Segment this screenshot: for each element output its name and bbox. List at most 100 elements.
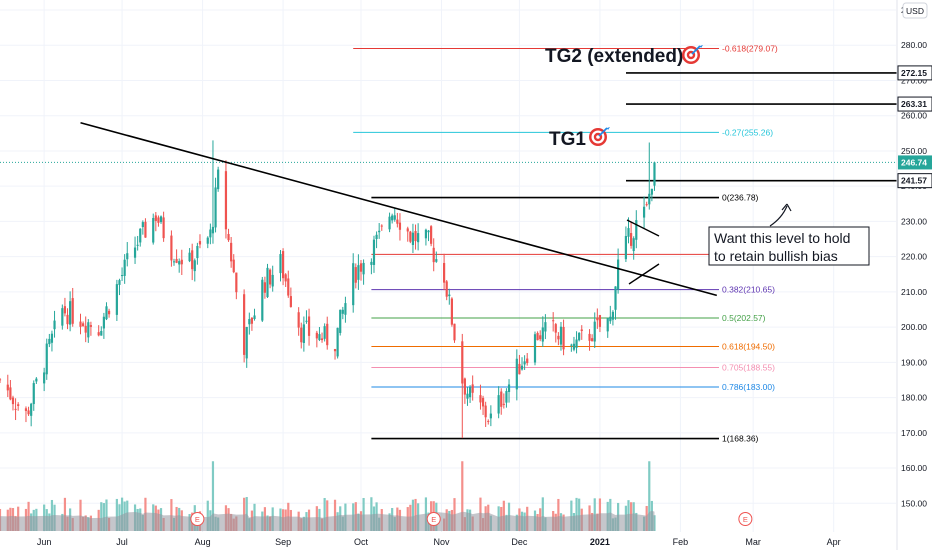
volume-bar xyxy=(414,498,417,531)
candle-body xyxy=(66,314,69,325)
fib-level-label: 0.382(210.65) xyxy=(722,285,775,295)
time-axis[interactable]: Jun Jul Aug Sep Oct Nov Dec 2021 Feb Mar Apr xyxy=(37,537,841,547)
volume-bar xyxy=(79,499,82,531)
fib-level-label: 0.786(183.00) xyxy=(722,382,775,392)
price-marker-box xyxy=(897,173,932,189)
candle-body xyxy=(300,327,303,343)
candle-body xyxy=(642,206,646,218)
currency-badge[interactable]: USD xyxy=(902,2,928,19)
candle-body xyxy=(89,325,92,327)
grid xyxy=(0,0,896,532)
candle-body xyxy=(45,343,48,375)
candle-body xyxy=(170,235,173,261)
price-tick-label: 260.00 xyxy=(901,111,927,121)
fib-level-label: 0.705(188.55) xyxy=(722,362,775,372)
candle-body xyxy=(141,222,144,228)
candle-body xyxy=(193,260,196,272)
earnings-marker-label: E xyxy=(431,515,436,524)
candle-body xyxy=(305,320,308,322)
candle-body xyxy=(354,267,357,283)
annotations: TG2 (extended) TG1 Want this level xyxy=(545,45,870,285)
candle-body xyxy=(648,193,651,205)
candle-body xyxy=(82,323,85,327)
candle-body xyxy=(53,320,56,330)
candle-body xyxy=(557,335,560,340)
candle-body xyxy=(61,308,64,326)
candle-body xyxy=(144,221,147,238)
candle-body xyxy=(162,217,165,239)
candle-body xyxy=(445,281,448,297)
candle-body xyxy=(14,408,17,410)
price-marker-box xyxy=(897,65,932,81)
candle-body xyxy=(263,282,267,293)
candle-body xyxy=(591,338,594,342)
note-callout[interactable]: Want this level to hold to retain bullis… xyxy=(708,226,870,266)
trend-drawings[interactable] xyxy=(80,121,718,297)
volume-bar xyxy=(102,503,105,531)
candle-body xyxy=(48,338,51,345)
candle-body xyxy=(598,315,602,327)
candle-body xyxy=(487,420,490,422)
candle-body xyxy=(284,274,287,282)
candle-body xyxy=(468,387,472,398)
candle-body xyxy=(157,217,160,223)
time-tick-label: Feb xyxy=(673,537,689,547)
candle-body xyxy=(593,321,596,342)
candle-body xyxy=(502,403,505,405)
earnings-marker[interactable] xyxy=(738,512,753,526)
candle-body xyxy=(424,229,428,239)
candle-body xyxy=(352,263,355,306)
candle-body xyxy=(24,408,28,411)
candle-body xyxy=(417,233,420,243)
candle-body xyxy=(97,332,100,336)
candle-body xyxy=(175,258,178,263)
candle-body xyxy=(232,259,235,273)
volume-bar xyxy=(541,497,544,531)
candle-body xyxy=(279,254,282,274)
candle-body xyxy=(575,339,578,348)
candle-body xyxy=(435,259,438,262)
candle-body xyxy=(126,253,129,260)
candle-body xyxy=(414,231,417,242)
candle-body xyxy=(235,272,238,293)
candle-body xyxy=(596,317,599,321)
target-icon xyxy=(589,127,610,146)
earnings-marker[interactable] xyxy=(426,512,441,526)
candle-body xyxy=(198,241,202,245)
fibonacci-retracement[interactable]: -0.618(279.07)-0.27(255.26)0(236.78)0.23… xyxy=(353,44,778,444)
arrow-head xyxy=(781,203,792,212)
candle-body xyxy=(217,169,220,190)
candle-body xyxy=(539,335,542,340)
price-marker-label: 272.15 xyxy=(901,68,927,78)
candle-body xyxy=(430,226,433,244)
volume-bar xyxy=(115,498,118,531)
descending-trendline[interactable] xyxy=(80,121,718,297)
volume-bar xyxy=(243,497,246,531)
price-axis-background xyxy=(897,0,932,550)
candle-body xyxy=(339,309,342,333)
wedge-lower-line xyxy=(628,263,660,285)
candle-body xyxy=(136,244,139,246)
volume-bar xyxy=(370,497,373,531)
volume-bar xyxy=(575,497,578,531)
horizontal-price-lines[interactable] xyxy=(0,72,897,182)
candle-body xyxy=(209,229,212,238)
candle-body xyxy=(526,358,529,363)
time-tick-label: Oct xyxy=(354,537,369,547)
candle-body xyxy=(30,403,33,416)
price-axis[interactable]: 150.00 160.00 170.00 180.00 190.00 200.00 210.… xyxy=(896,0,932,550)
candlestick-series xyxy=(0,140,656,439)
candle-body xyxy=(243,294,246,355)
volume-bar xyxy=(578,498,581,531)
target-icon xyxy=(682,45,703,64)
price-tick-label: 270.00 xyxy=(901,75,927,85)
note-line-1: Want this level to hold xyxy=(714,230,850,246)
candle-body xyxy=(409,231,412,242)
candle-body xyxy=(520,365,524,370)
volume-bar xyxy=(557,498,560,531)
earnings-marker[interactable] xyxy=(190,512,205,526)
candle-body xyxy=(287,278,290,296)
